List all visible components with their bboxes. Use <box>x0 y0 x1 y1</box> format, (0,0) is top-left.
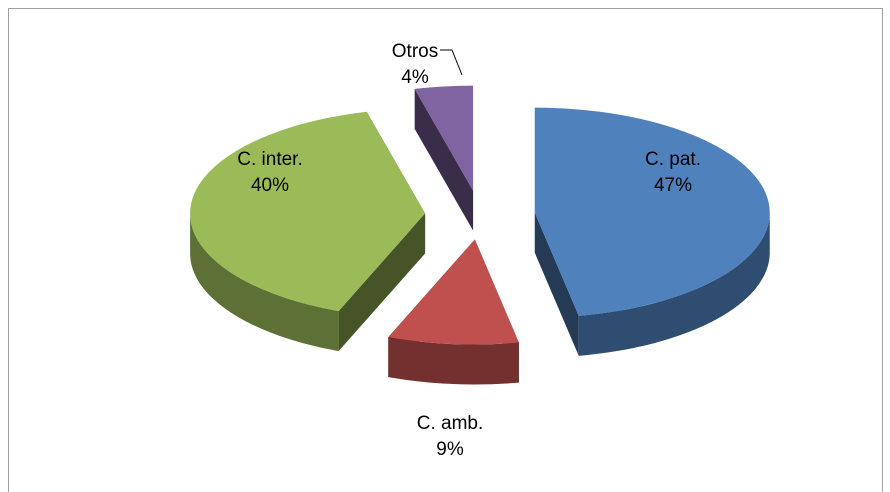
slice-side <box>414 88 474 231</box>
slice-side <box>388 337 519 385</box>
slice <box>388 239 519 345</box>
chart-border <box>8 8 883 492</box>
slice <box>534 107 770 316</box>
slice-label: Otros <box>392 41 438 62</box>
slice-side <box>338 213 426 352</box>
slice-sides <box>190 88 770 385</box>
slice-side <box>534 212 579 356</box>
slice-value-label: 40% <box>251 175 289 196</box>
slice-value-label: 9% <box>436 439 464 460</box>
slice <box>190 111 426 312</box>
slice-label: C. inter. <box>237 149 302 170</box>
slice-label: C. pat. <box>645 149 701 170</box>
slice-side <box>578 212 770 356</box>
slice-side <box>190 213 339 352</box>
slice <box>414 85 474 191</box>
slice-value-label: 4% <box>401 67 429 88</box>
slice-label: C. amb. <box>417 413 484 434</box>
leader-line <box>440 49 463 76</box>
slice-value-label: 47% <box>654 175 692 196</box>
